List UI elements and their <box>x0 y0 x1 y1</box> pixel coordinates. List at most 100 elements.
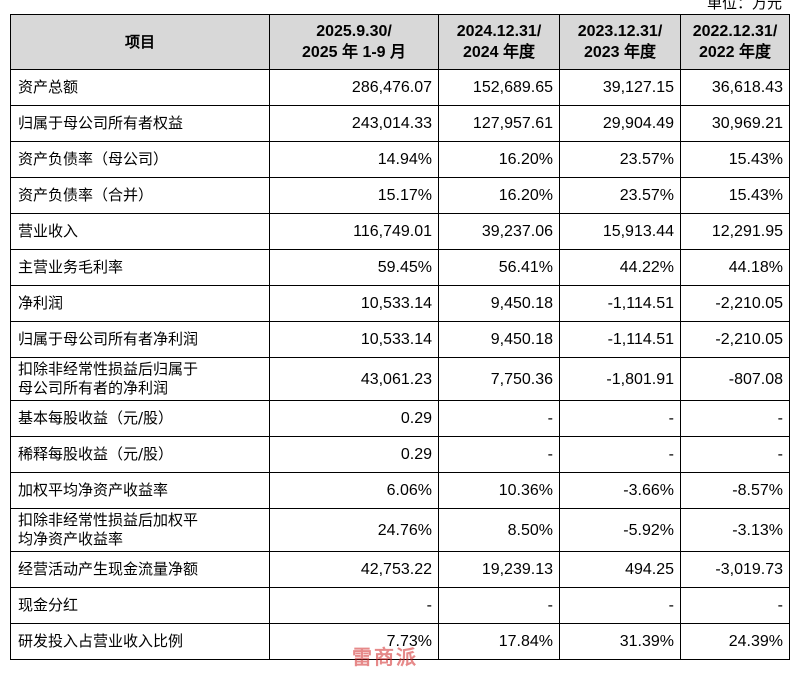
row-label: 资产总额 <box>10 69 270 106</box>
cell-value: 42,753.22 <box>269 551 439 588</box>
cell-value: 24.39% <box>680 623 790 660</box>
header-col: 2023.12.31/2023 年度 <box>559 14 681 70</box>
row-label: 归属于母公司所有者权益 <box>10 105 270 142</box>
cell-value: -1,801.91 <box>559 357 681 401</box>
cell-value: - <box>680 436 790 473</box>
cell-value: 12,291.95 <box>680 213 790 250</box>
cell-value: 7,750.36 <box>438 357 560 401</box>
cell-value: 39,237.06 <box>438 213 560 250</box>
table-row: 主营业务毛利率 59.45% 56.41% 44.22% 44.18% <box>10 249 790 286</box>
cell-value: -3.66% <box>559 472 681 509</box>
cell-value: 19,239.13 <box>438 551 560 588</box>
cell-value: 9,450.18 <box>438 285 560 322</box>
row-label: 主营业务毛利率 <box>10 249 270 286</box>
cell-value: -3.13% <box>680 508 790 552</box>
cell-value: 15.43% <box>680 141 790 178</box>
cell-value: -2,210.05 <box>680 285 790 322</box>
cell-value: 10.36% <box>438 472 560 509</box>
cell-value: 14.94% <box>269 141 439 178</box>
watermark-logo: 雷商派 <box>352 645 418 669</box>
cell-value: 30,969.21 <box>680 105 790 142</box>
table-row: 净利润 10,533.14 9,450.18 -1,114.51 -2,210.05 <box>10 285 790 322</box>
cell-value: - <box>559 436 681 473</box>
header-item: 项目 <box>10 14 270 70</box>
row-label: 资产负债率（合并） <box>10 177 270 214</box>
row-label: 营业收入 <box>10 213 270 250</box>
cell-value: 24.76% <box>269 508 439 552</box>
table-row: 资产总额 286,476.07 152,689.65 39,127.15 36,618.… <box>10 69 790 106</box>
cell-value: -8.57% <box>680 472 790 509</box>
cell-value: 29,904.49 <box>559 105 681 142</box>
cell-value: 127,957.61 <box>438 105 560 142</box>
row-label: 经营活动产生现金流量净额 <box>10 551 270 588</box>
table-row: 加权平均净资产收益率 6.06% 10.36% -3.66% -8.57% <box>10 472 790 509</box>
row-label: 扣除非经常性损益后归属于 母公司所有者的净利润 <box>10 357 270 401</box>
cell-value: 39,127.15 <box>559 69 681 106</box>
row-label: 研发投入占营业收入比例 <box>10 623 270 660</box>
row-label: 归属于母公司所有者净利润 <box>10 321 270 358</box>
cell-value: 56.41% <box>438 249 560 286</box>
cell-value: 7.73% <box>269 623 439 660</box>
cell-value: 23.57% <box>559 177 681 214</box>
cell-value: 36,618.43 <box>680 69 790 106</box>
header-col: 2025.9.30/2025 年 1-9 月 <box>269 14 439 70</box>
cell-value: 43,061.23 <box>269 357 439 401</box>
cell-value: -807.08 <box>680 357 790 401</box>
cell-value: 0.29 <box>269 400 439 437</box>
financial-table: 项目 2025.9.30/2025 年 1-9 月 2024.12.31/202… <box>10 14 790 660</box>
table-row: 资产负债率（母公司） 14.94% 16.20% 23.57% 15.43% <box>10 141 790 178</box>
table-row: 经营活动产生现金流量净额 42,753.22 19,239.13 494.25 -3,0… <box>10 551 790 588</box>
table-row: 基本每股收益（元/股） 0.29- - - <box>10 400 790 437</box>
cell-value: - <box>680 587 790 624</box>
cell-value: 0.29 <box>269 436 439 473</box>
cell-value: - <box>438 436 560 473</box>
row-label: 扣除非经常性损益后加权平 均净资产收益率 <box>10 508 270 552</box>
table-row: 营业收入 116,749.01 39,237.06 15,913.44 12,291.9… <box>10 213 790 250</box>
table-row: 归属于母公司所有者权益 243,014.33 127,957.61 29,904.49… <box>10 105 790 142</box>
header-row: 项目 2025.9.30/2025 年 1-9 月 2024.12.31/202… <box>10 14 790 70</box>
table-row: 扣除非经常性损益后加权平 均净资产收益率 24.76% 8.50% -5.92% -3.1… <box>10 508 790 552</box>
table-row: 归属于母公司所有者净利润 10,533.14 9,450.18 -1,114.51 -2… <box>10 321 790 358</box>
cell-value: 17.84% <box>438 623 560 660</box>
cell-value: 10,533.14 <box>269 285 439 322</box>
row-label: 加权平均净资产收益率 <box>10 472 270 509</box>
cell-value: 10,533.14 <box>269 321 439 358</box>
table-row: 稀释每股收益（元/股） 0.29- - - <box>10 436 790 473</box>
cell-value: - <box>438 400 560 437</box>
unit-label: 单位：万元 <box>706 0 782 12</box>
cell-value: - <box>680 400 790 437</box>
cell-value: 15.43% <box>680 177 790 214</box>
cell-value: -5.92% <box>559 508 681 552</box>
cell-value: - <box>269 587 439 624</box>
cell-value: - <box>438 587 560 624</box>
cell-value: 16.20% <box>438 177 560 214</box>
row-label: 净利润 <box>10 285 270 322</box>
cell-value: 31.39% <box>559 623 681 660</box>
cell-value: 16.20% <box>438 141 560 178</box>
cell-value: 44.22% <box>559 249 681 286</box>
cell-value: 286,476.07 <box>269 69 439 106</box>
cell-value: -1,114.51 <box>559 321 681 358</box>
cell-value: - <box>559 400 681 437</box>
cell-value: 44.18% <box>680 249 790 286</box>
cell-value: 9,450.18 <box>438 321 560 358</box>
cell-value: 15,913.44 <box>559 213 681 250</box>
row-label: 基本每股收益（元/股） <box>10 400 270 437</box>
row-label: 稀释每股收益（元/股） <box>10 436 270 473</box>
table-row: 扣除非经常性损益后归属于 母公司所有者的净利润 43,061.23 7,750.36-… <box>10 357 790 401</box>
cell-value: 152,689.65 <box>438 69 560 106</box>
cell-value: 494.25 <box>559 551 681 588</box>
cell-value: 59.45% <box>269 249 439 286</box>
cell-value: 15.17% <box>269 177 439 214</box>
cell-value: -3,019.73 <box>680 551 790 588</box>
cell-value: -1,114.51 <box>559 285 681 322</box>
cell-value: -2,210.05 <box>680 321 790 358</box>
cell-value: 6.06% <box>269 472 439 509</box>
table-row: 现金分红 - - - - <box>10 587 790 624</box>
cell-value: 116,749.01 <box>269 213 439 250</box>
cell-value: 23.57% <box>559 141 681 178</box>
row-label: 现金分红 <box>10 587 270 624</box>
table-row: 研发投入占营业收入比例 7.73% 17.84% 31.39% 24.39% <box>10 623 790 660</box>
header-col: 2024.12.31/2024 年度 <box>438 14 560 70</box>
cell-value: 8.50% <box>438 508 560 552</box>
